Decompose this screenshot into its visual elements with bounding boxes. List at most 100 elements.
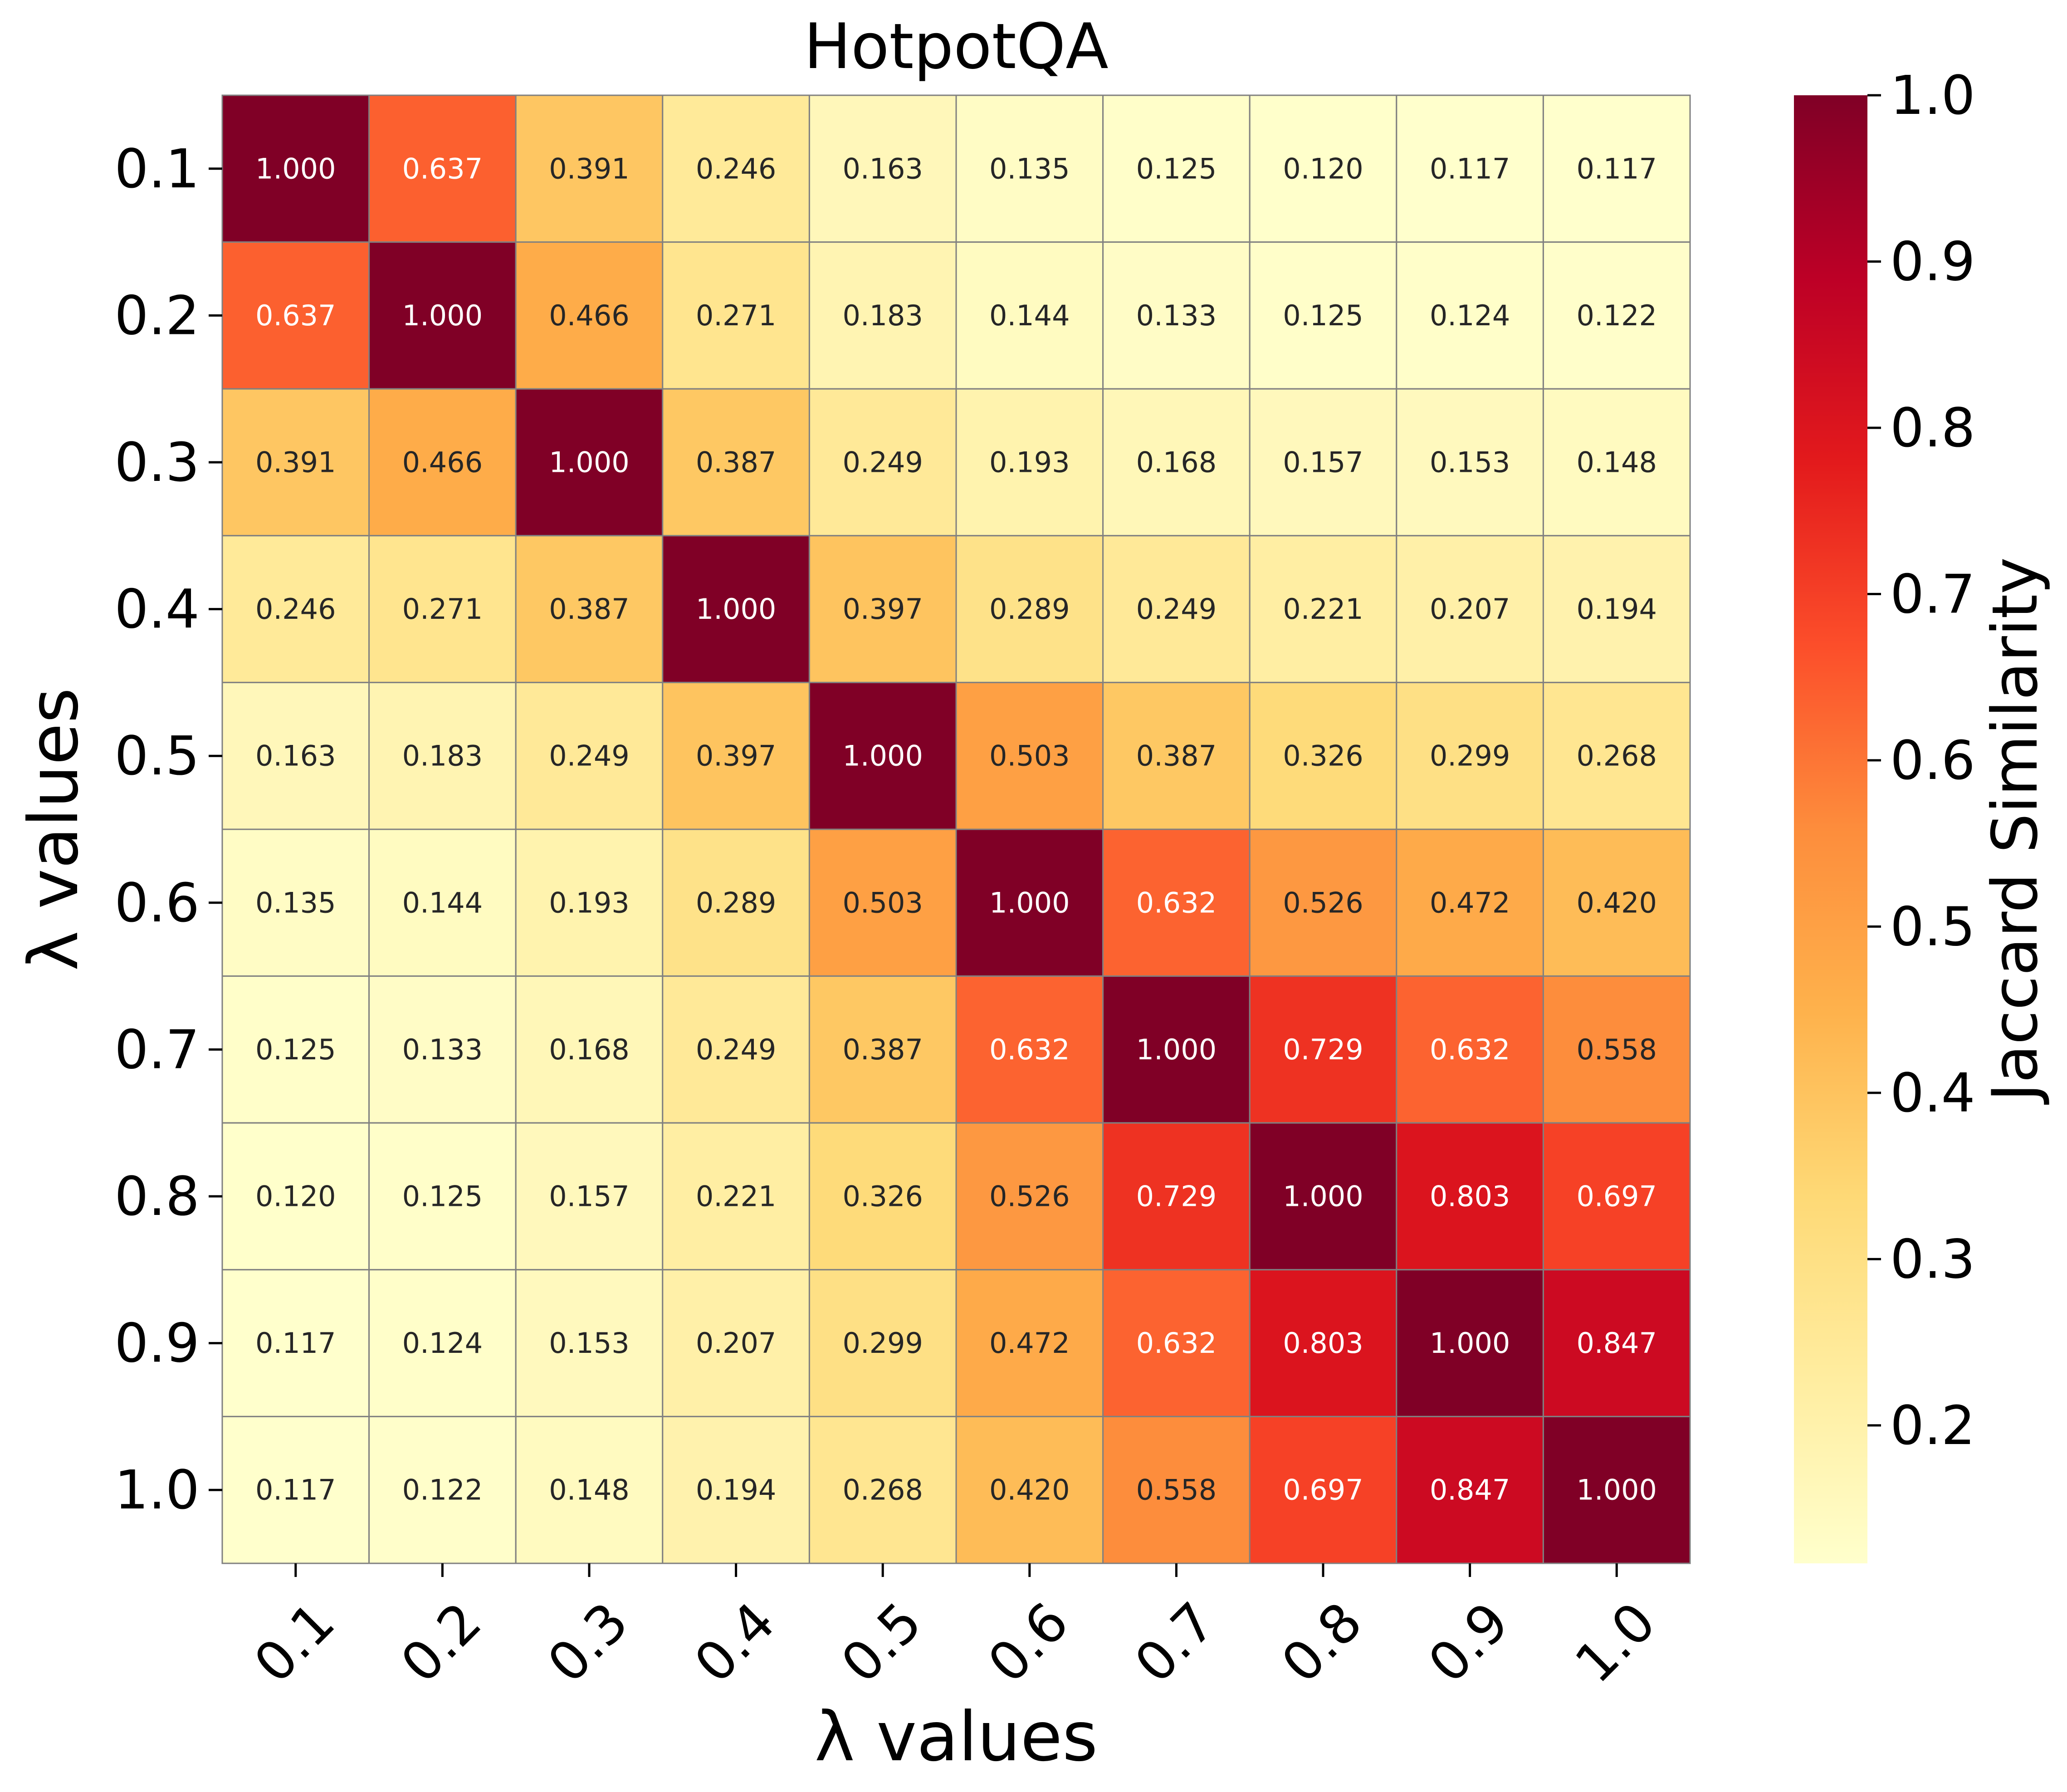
- cell-value-label: 0.299: [1430, 739, 1510, 773]
- heatmap-cell: [368, 241, 517, 390]
- heatmap-cell: [1102, 241, 1251, 390]
- cell-value-label: 0.124: [402, 1327, 483, 1360]
- heatmap-cell: [808, 975, 957, 1124]
- heatmap-cell: [1542, 388, 1691, 537]
- heatmap-cell: [515, 1415, 664, 1564]
- heatmap-cell: [1249, 94, 1398, 243]
- cell-value-label: 0.387: [696, 446, 777, 479]
- cell-value-label: 0.503: [842, 886, 923, 919]
- cell-value-label: 0.558: [1576, 1033, 1657, 1066]
- cell-value-label: 0.420: [1576, 886, 1657, 919]
- heatmap-cell: [662, 975, 810, 1124]
- heatmap-cell: [662, 241, 810, 390]
- heatmap-cell: [955, 241, 1104, 390]
- cell-value-label: 0.246: [255, 592, 336, 626]
- cell-value-label: 0.503: [989, 739, 1070, 773]
- colorbar-tick-label: 0.8: [1890, 397, 1975, 459]
- heatmap-cell: [955, 1269, 1104, 1417]
- y-tick-label: 0.3: [114, 431, 200, 494]
- cell-value-label: 0.268: [842, 1474, 923, 1507]
- heatmap-cell: [662, 388, 810, 537]
- cell-value-label: 0.157: [1283, 446, 1363, 479]
- cell-value-label: 0.249: [696, 1033, 777, 1066]
- cell-value-label: 0.397: [842, 592, 923, 626]
- colorbar-tick-label: 0.6: [1890, 729, 1975, 792]
- cell-value-label: 0.249: [842, 446, 923, 479]
- cell-value-label: 0.289: [989, 592, 1070, 626]
- cell-value-label: 0.144: [402, 886, 483, 919]
- plot-frame: [221, 94, 1691, 1564]
- x-axis-label: λ values: [815, 1698, 1098, 1777]
- colorbar-tick-label: 0.2: [1890, 1394, 1975, 1457]
- cell-value-label: 0.153: [1430, 446, 1510, 479]
- y-tick-label: 0.4: [114, 578, 200, 641]
- cell-value-label: 0.632: [1430, 1033, 1510, 1066]
- cell-value-label: 0.847: [1576, 1327, 1657, 1360]
- heatmap-cell: [368, 975, 517, 1124]
- heatmap-cell: [1542, 828, 1691, 977]
- heatmap-cell: [808, 388, 957, 537]
- cell-value-label: 0.207: [1430, 592, 1510, 626]
- heatmap-cell: [1542, 1122, 1691, 1271]
- cell-value-label: 0.526: [1283, 886, 1363, 919]
- cell-value-label: 0.148: [549, 1474, 630, 1507]
- heatmap-cell: [662, 828, 810, 977]
- cell-value-label: 0.637: [402, 152, 483, 185]
- y-axis-label: λ values: [15, 688, 93, 971]
- heatmap-cell: [1396, 1122, 1544, 1271]
- cell-value-label: 0.153: [549, 1327, 630, 1360]
- cell-value-label: 0.466: [549, 299, 630, 332]
- heatmap-cell: [808, 681, 957, 830]
- heatmap-cell: [221, 1415, 370, 1564]
- cell-value-label: 0.803: [1430, 1180, 1510, 1213]
- cell-value-label: 0.847: [1430, 1474, 1510, 1507]
- cell-value-label: 0.122: [402, 1474, 483, 1507]
- heatmap-cell: [1249, 1415, 1398, 1564]
- chart-title: HotpotQA: [804, 10, 1108, 83]
- heatmap-cell: [1102, 1122, 1251, 1271]
- heatmap-cell: [1396, 1415, 1544, 1564]
- cell-value-label: 0.289: [696, 886, 777, 919]
- cell-value-label: 0.391: [549, 152, 630, 185]
- cell-value-label: 0.268: [1576, 739, 1657, 773]
- colorbar-tick-label: 0.3: [1890, 1228, 1975, 1290]
- heatmap-cell: [1542, 1269, 1691, 1417]
- heatmap-cell: [221, 828, 370, 977]
- cell-value-label: 0.193: [989, 446, 1070, 479]
- cell-value-label: 0.271: [402, 592, 483, 626]
- cell-value-label: 0.183: [402, 739, 483, 773]
- cell-value-label: 0.221: [1283, 592, 1363, 626]
- heatmap-cell: [1249, 828, 1398, 977]
- cell-value-label: 0.221: [696, 1180, 777, 1213]
- cell-value-label: 0.157: [549, 1180, 630, 1213]
- colorbar-tick-label: 0.7: [1890, 563, 1975, 625]
- cell-value-label: 0.135: [255, 886, 336, 919]
- heatmap-cell: [1102, 1269, 1251, 1417]
- heatmap-cell: [1249, 535, 1398, 683]
- cell-value-label: 0.697: [1283, 1474, 1363, 1507]
- cell-value-label: 0.271: [696, 299, 777, 332]
- y-tick-label: 0.6: [114, 872, 200, 934]
- cell-value-label: 0.299: [842, 1327, 923, 1360]
- heatmap-cell: [368, 1122, 517, 1271]
- heatmap-cell: [1396, 828, 1544, 977]
- cell-value-label: 0.117: [1576, 152, 1657, 185]
- cell-value-label: 1.000: [1576, 1474, 1657, 1507]
- colorbar: [1794, 95, 1867, 1563]
- heatmap-cell: [1396, 241, 1544, 390]
- heatmap-cell: [1542, 681, 1691, 830]
- cell-value-label: 0.133: [402, 1033, 483, 1066]
- cell-value-label: 0.803: [1283, 1327, 1363, 1360]
- heatmap-cell: [1396, 681, 1544, 830]
- cell-value-label: 1.000: [1430, 1327, 1510, 1360]
- heatmap-cell: [1396, 94, 1544, 243]
- cell-value-label: 1.000: [1136, 1033, 1217, 1066]
- heatmap-cell: [1396, 1269, 1544, 1417]
- cell-value-label: 0.326: [842, 1180, 923, 1213]
- heatmap-cell: [1396, 975, 1544, 1124]
- heatmap-cell: [221, 388, 370, 537]
- cell-value-label: 0.249: [1136, 592, 1217, 626]
- heatmap-cell: [1542, 94, 1691, 243]
- heatmap-cell: [221, 535, 370, 683]
